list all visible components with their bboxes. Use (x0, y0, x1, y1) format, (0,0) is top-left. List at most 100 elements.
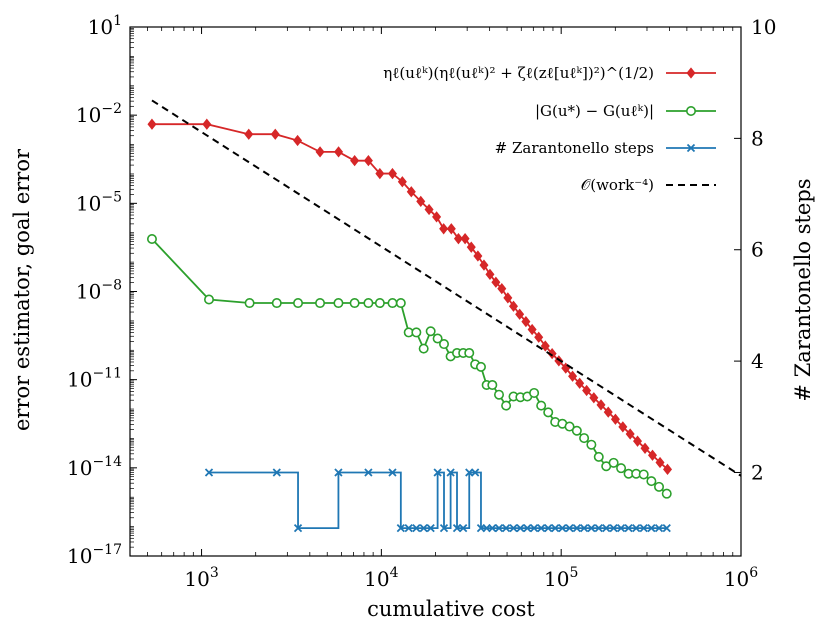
data-point (349, 298, 360, 309)
data-point (202, 118, 212, 130)
data-point (586, 439, 597, 450)
data-point (204, 468, 214, 477)
data-point (624, 524, 633, 533)
data-point (424, 203, 434, 216)
legend-entry: 𝒪(work⁻⁴) (581, 176, 716, 194)
data-point (432, 211, 442, 223)
data-point (537, 524, 546, 533)
data-point (487, 379, 498, 390)
data-point (625, 428, 635, 440)
data-point (439, 223, 449, 235)
data-point (244, 298, 255, 309)
data-point (516, 524, 525, 533)
data-point (479, 259, 489, 271)
data-point (244, 128, 254, 140)
data-point (271, 298, 282, 309)
data-point (460, 233, 470, 245)
data-point (425, 326, 436, 337)
data-point (272, 468, 281, 477)
data-point (608, 457, 619, 468)
y-left-tick-label: 10−8 (76, 278, 122, 304)
legend-label: ηℓ(uℓᵏ)(ηℓ(uℓᵏ)² + ζℓ(zℓ[uℓᵏ])²)^(1/2) (383, 64, 654, 82)
data-point (488, 524, 497, 533)
data-point (446, 468, 455, 477)
data-point (494, 524, 504, 533)
data-point (564, 421, 575, 432)
data-point (501, 524, 511, 533)
data-point (364, 468, 373, 477)
data-point (579, 433, 590, 444)
data-point (534, 331, 544, 343)
data-point (395, 298, 406, 309)
data-point (572, 524, 581, 533)
data-point (350, 155, 360, 167)
x-tick-label: 105 (544, 565, 578, 591)
data-point (418, 343, 429, 354)
data-point (374, 298, 385, 309)
legend-entry: ηℓ(uℓᵏ)(ηℓ(uℓᵏ)² + ζℓ(zℓ[uℓᵏ])²)^(1/2) (383, 64, 716, 82)
data-point (587, 524, 596, 533)
data-point (616, 463, 627, 474)
data-point (473, 250, 483, 262)
data-point (446, 223, 456, 235)
data-point (568, 370, 578, 382)
y-left-tick-label: 10−5 (76, 189, 122, 215)
data-point (432, 333, 443, 344)
y-left-tick-label: 10−17 (67, 542, 122, 568)
data-point (453, 233, 463, 245)
x-tick-label: 104 (364, 565, 398, 591)
data-point (544, 524, 553, 533)
data-point (558, 524, 567, 533)
legend-label: # Zarantonello steps (495, 139, 654, 157)
y-right-axis-label: # Zarantonello steps (791, 178, 815, 401)
data-point (439, 339, 450, 350)
data-point (654, 481, 665, 492)
data-point (579, 524, 589, 533)
data-point (594, 524, 603, 533)
legend-marker (685, 106, 696, 117)
legend-label: 𝒪(work⁻⁴) (581, 176, 654, 194)
data-point (146, 234, 157, 245)
data-point (412, 524, 421, 533)
data-point (646, 476, 657, 487)
data-point (543, 407, 554, 418)
data-point (602, 524, 611, 533)
series-line (208, 471, 667, 530)
y-left-tick-label: 10−11 (67, 366, 122, 392)
legend-marker (686, 143, 696, 153)
data-point (293, 524, 303, 533)
data-point (363, 298, 374, 309)
data-point (375, 167, 385, 180)
x-tick-label: 103 (184, 565, 218, 591)
data-point (466, 241, 476, 253)
series-line (151, 99, 742, 477)
data-point (459, 524, 468, 533)
y-right-tick-label: 8 (751, 126, 764, 150)
data-point (547, 347, 557, 360)
data-point (406, 186, 416, 198)
data-point (640, 442, 650, 454)
series-0 (147, 118, 673, 475)
data-point (582, 384, 592, 397)
data-point (333, 298, 344, 309)
data-point (521, 316, 531, 328)
data-point (147, 118, 157, 130)
data-point (485, 268, 495, 281)
data-point (662, 524, 671, 533)
data-point (404, 524, 413, 533)
data-point (565, 524, 574, 533)
data-point (609, 524, 618, 533)
series-3 (151, 99, 742, 477)
data-point (610, 413, 620, 425)
data-point (419, 524, 428, 533)
y-right-tick-label: 10 (751, 15, 776, 39)
data-point (536, 400, 547, 411)
data-point (203, 294, 214, 305)
data-point (397, 176, 407, 188)
data-point (589, 392, 599, 404)
data-point (632, 524, 641, 533)
y-right-tick-label: 2 (751, 460, 764, 484)
data-point (551, 524, 560, 533)
data-point (426, 524, 435, 533)
